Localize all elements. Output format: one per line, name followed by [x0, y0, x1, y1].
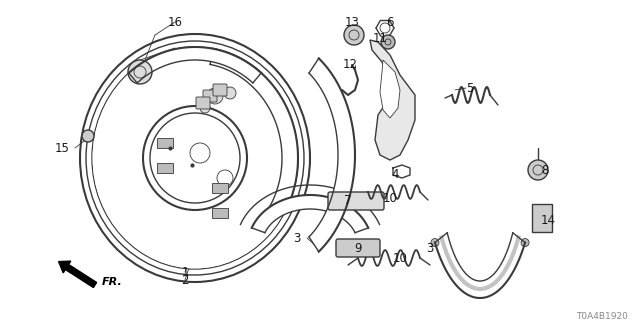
Text: FR.: FR.	[102, 277, 123, 287]
Polygon shape	[370, 40, 415, 160]
Text: 9: 9	[355, 242, 362, 254]
Text: 16: 16	[168, 15, 182, 28]
Text: 13: 13	[344, 15, 360, 28]
FancyBboxPatch shape	[196, 97, 210, 109]
Text: 3: 3	[426, 242, 434, 254]
Text: 12: 12	[342, 59, 358, 71]
Text: 10: 10	[383, 191, 397, 204]
Text: 14: 14	[541, 213, 556, 227]
FancyBboxPatch shape	[336, 239, 380, 257]
Polygon shape	[309, 58, 355, 252]
Circle shape	[337, 240, 353, 256]
Circle shape	[528, 160, 548, 180]
FancyBboxPatch shape	[213, 84, 227, 96]
Circle shape	[431, 239, 439, 247]
Text: 10: 10	[392, 252, 408, 265]
FancyArrow shape	[59, 261, 97, 288]
Ellipse shape	[93, 47, 298, 268]
Text: 7: 7	[344, 194, 352, 206]
Text: 5: 5	[467, 82, 474, 94]
Text: T0A4B1920: T0A4B1920	[576, 312, 628, 320]
FancyBboxPatch shape	[203, 90, 217, 102]
Polygon shape	[210, 49, 298, 213]
Circle shape	[207, 88, 223, 104]
FancyBboxPatch shape	[157, 138, 173, 148]
Circle shape	[200, 103, 210, 113]
Polygon shape	[252, 195, 368, 233]
Text: 3: 3	[293, 231, 301, 244]
Circle shape	[128, 60, 152, 84]
FancyBboxPatch shape	[532, 204, 552, 232]
Polygon shape	[435, 233, 525, 298]
Text: 2: 2	[181, 274, 189, 286]
Text: 6: 6	[387, 15, 394, 28]
FancyBboxPatch shape	[212, 183, 228, 193]
Circle shape	[381, 35, 395, 49]
Circle shape	[344, 25, 364, 45]
Text: 4: 4	[391, 169, 399, 181]
Polygon shape	[129, 47, 261, 83]
Circle shape	[521, 239, 529, 247]
FancyBboxPatch shape	[328, 192, 384, 210]
Circle shape	[143, 106, 247, 210]
Polygon shape	[380, 60, 400, 118]
FancyBboxPatch shape	[157, 163, 173, 173]
FancyBboxPatch shape	[212, 208, 228, 218]
Text: 15: 15	[54, 141, 69, 155]
Circle shape	[224, 87, 236, 99]
Text: 1: 1	[181, 266, 189, 278]
Text: 8: 8	[541, 164, 548, 177]
Circle shape	[82, 130, 94, 142]
Text: 11: 11	[372, 31, 387, 44]
